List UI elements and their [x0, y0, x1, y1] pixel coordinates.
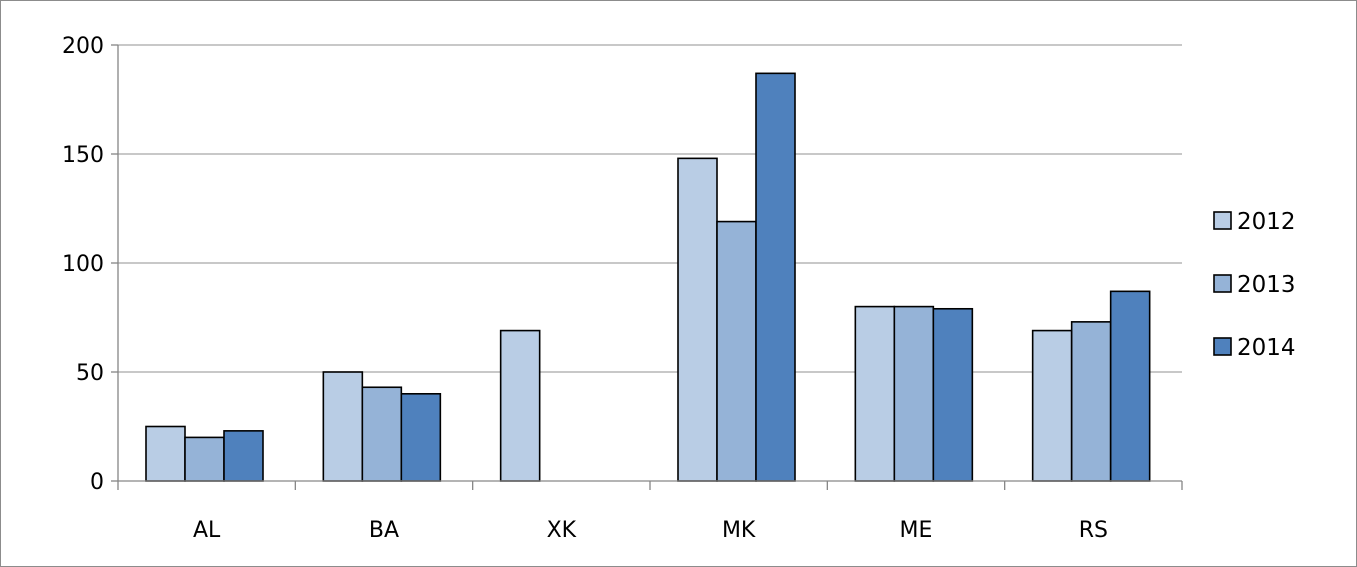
x-tick-label-rs: RS — [1079, 518, 1108, 543]
bar-mk-2012 — [677, 157, 718, 482]
y-tick-label: 200 — [62, 34, 104, 59]
bar-xk-2012 — [499, 329, 541, 482]
y-tick-label: 50 — [76, 361, 104, 386]
bar-mk-2014 — [755, 72, 796, 482]
bar-al-2012 — [145, 425, 186, 482]
bar-al-2014 — [223, 430, 264, 482]
legend-label-2012: 2012 — [1237, 209, 1296, 235]
x-tick-label-mk: MK — [722, 518, 756, 543]
legend-label-2013: 2013 — [1237, 272, 1296, 298]
bar-ba-2012 — [322, 371, 364, 482]
x-tick-label-me: ME — [900, 518, 933, 543]
gridlines — [118, 44, 1182, 373]
bar-rs-2013 — [1070, 321, 1112, 482]
bar-ba-2013 — [361, 386, 403, 482]
legend-swatch-2013 — [1213, 274, 1232, 293]
bar-me-2013 — [893, 305, 935, 482]
x-tick-label-al: AL — [193, 518, 221, 543]
legend: 2012 2013 2014 — [1213, 209, 1296, 361]
x-tick-label-xk: XK — [547, 518, 577, 543]
bar-mk-2013 — [716, 220, 757, 482]
bar-ba-2014 — [400, 392, 442, 482]
x-tick-label-ba: BA — [369, 518, 399, 543]
y-tick-label: 150 — [62, 143, 104, 168]
axes: 0 50 100 150 200 AL BA XK MK ME RS — [62, 34, 1183, 543]
bar-rs-2014 — [1109, 290, 1151, 482]
y-tick-label: 100 — [62, 252, 104, 277]
legend-swatch-2012 — [1213, 211, 1232, 230]
bar-al-2013 — [184, 436, 225, 482]
bars — [145, 72, 1151, 482]
bar-rs-2012 — [1031, 329, 1073, 482]
bar-me-2014 — [932, 307, 974, 482]
legend-swatch-2014 — [1213, 337, 1232, 356]
bar-me-2012 — [854, 305, 896, 482]
legend-label-2014: 2014 — [1237, 335, 1296, 361]
y-tick-label: 0 — [90, 470, 104, 495]
